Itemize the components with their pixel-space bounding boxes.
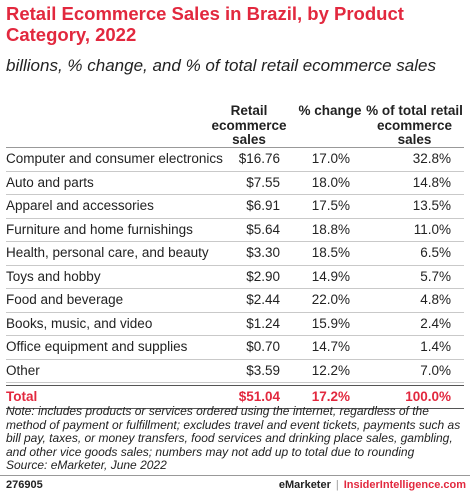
row-sales: $5.64 bbox=[246, 221, 280, 237]
row-change: 17.0% bbox=[311, 151, 350, 166]
row-label: Furniture and home furnishings bbox=[6, 221, 193, 237]
table-row: Health, personal care, and beauty $3.30 18… bbox=[6, 242, 464, 266]
row-share: 2.4% bbox=[420, 315, 451, 331]
footnote: Note: includes products or services orde… bbox=[6, 404, 461, 459]
total-share: 100.0% bbox=[405, 389, 451, 404]
column-header-retail-sales: Retail ecommerce sales bbox=[211, 103, 287, 147]
row-label: Office equipment and supplies bbox=[6, 339, 188, 354]
data-table: Retail ecommerce sales % change % of tot… bbox=[6, 103, 464, 409]
row-change: 18.8% bbox=[311, 221, 350, 237]
column-header-share: % of total retail ecommerce sales bbox=[366, 103, 463, 147]
row-share: 7.0% bbox=[420, 362, 451, 378]
row-share: 11.0% bbox=[413, 221, 451, 237]
row-label: Computer and consumer electronics bbox=[6, 151, 223, 166]
footer: 276905 eMarketer | InsiderIntelligence.com bbox=[0, 475, 470, 495]
table-row: Computer and consumer electronics $16.76 1… bbox=[6, 148, 464, 172]
brand-emarketer: eMarketer bbox=[278, 479, 331, 491]
row-label: Books, music, and video bbox=[6, 315, 153, 331]
row-share: 4.8% bbox=[420, 292, 451, 307]
row-change: 18.5% bbox=[311, 245, 350, 260]
row-sales: $0.70 bbox=[246, 339, 280, 354]
brand-credit: eMarketer | InsiderIntelligence.com bbox=[279, 479, 466, 491]
row-share: 5.7% bbox=[420, 268, 451, 284]
table-header: Retail ecommerce sales % change % of tot… bbox=[6, 103, 464, 148]
row-change: 22.0% bbox=[311, 292, 350, 307]
row-share: 14.8% bbox=[412, 174, 451, 190]
row-label: Auto and parts bbox=[6, 174, 94, 190]
row-share: 1.4% bbox=[420, 339, 451, 354]
row-share: 13.5% bbox=[412, 198, 451, 213]
row-sales: $16.76 bbox=[238, 151, 280, 166]
row-change: 12.2% bbox=[311, 362, 350, 378]
row-label: Food and beverage bbox=[6, 292, 124, 307]
row-change: 15.9% bbox=[311, 315, 350, 331]
table-row: Toys and hobby $2.90 14.9% 5.7% bbox=[6, 266, 464, 289]
chart-title: Retail Ecommerce Sales in Brazil, by Pro… bbox=[6, 3, 404, 45]
table-row: Auto and parts $7.55 18.0% 14.8% bbox=[6, 172, 464, 195]
table-row: Apparel and accessories $6.91 17.5% 13.5% bbox=[6, 195, 464, 219]
row-sales: $7.55 bbox=[246, 174, 280, 190]
table-row: Books, music, and video $1.24 15.9% 2.4% bbox=[6, 313, 464, 336]
row-label: Health, personal care, and beauty bbox=[6, 245, 209, 260]
row-share: 32.8% bbox=[412, 151, 451, 166]
table-row: Office equipment and supplies $0.70 14.7% 1… bbox=[6, 336, 464, 360]
column-header-change: % change bbox=[298, 103, 362, 118]
row-change: 18.0% bbox=[311, 174, 350, 190]
row-sales: $2.44 bbox=[246, 292, 280, 307]
row-sales: $6.91 bbox=[246, 198, 280, 213]
row-share: 6.5% bbox=[420, 245, 451, 260]
table-row: Food and beverage $2.44 22.0% 4.8% bbox=[6, 289, 464, 313]
total-change: 17.2% bbox=[311, 389, 350, 404]
total-sales: $51.04 bbox=[238, 389, 280, 404]
brand-insider: InsiderIntelligence.com bbox=[343, 479, 466, 491]
chart-id: 276905 bbox=[6, 479, 43, 491]
source-note: Source: eMarketer, June 2022 bbox=[6, 458, 167, 472]
row-sales: $3.30 bbox=[246, 245, 280, 260]
brand-separator: | bbox=[335, 479, 339, 491]
row-label: Toys and hobby bbox=[6, 268, 101, 284]
table-body: Computer and consumer electronics $16.76 1… bbox=[6, 148, 464, 383]
total-label: Total bbox=[6, 389, 38, 404]
row-sales: $3.59 bbox=[246, 362, 280, 378]
row-change: 14.7% bbox=[311, 339, 350, 354]
row-sales: $1.24 bbox=[246, 315, 280, 331]
table-row: Furniture and home furnishings $5.64 18.8%… bbox=[6, 219, 464, 242]
row-change: 14.9% bbox=[311, 268, 350, 284]
table-row: Other $3.59 12.2% 7.0% bbox=[6, 360, 464, 383]
total-row: Total $51.04 17.2% 100.0% bbox=[6, 385, 464, 409]
row-change: 17.5% bbox=[311, 198, 350, 213]
row-label: Other bbox=[6, 362, 40, 378]
chart-subtitle: billions, % change, and % of total retai… bbox=[6, 56, 436, 75]
row-label: Apparel and accessories bbox=[6, 198, 154, 213]
row-sales: $2.90 bbox=[246, 268, 280, 284]
